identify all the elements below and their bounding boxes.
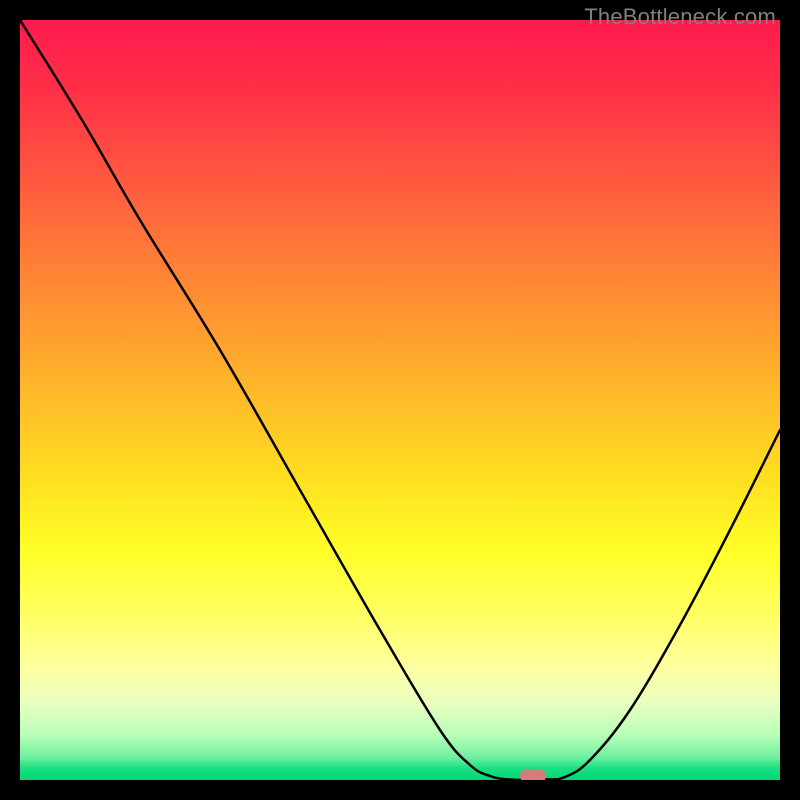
plot-area xyxy=(20,20,780,780)
optimal-point-marker xyxy=(520,769,546,780)
watermark-text: TheBottleneck.com xyxy=(584,4,776,30)
chart-container: TheBottleneck.com xyxy=(0,0,800,800)
bottleneck-curve xyxy=(20,20,780,780)
